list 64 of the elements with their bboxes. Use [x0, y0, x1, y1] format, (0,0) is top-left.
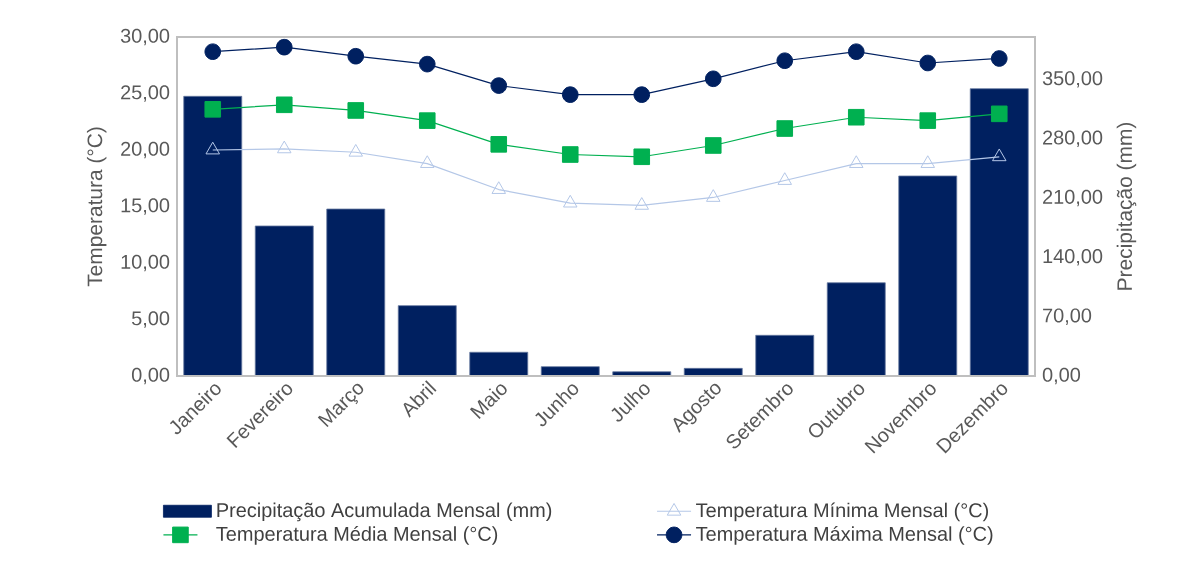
bar [755, 335, 814, 376]
point [204, 101, 222, 118]
point [847, 43, 865, 60]
y-tick-label: 0,00 [131, 367, 170, 385]
legend-label: Temperatura Média Mensal (°C) [216, 526, 498, 545]
y2-axis-title: Precipitação (mm) [1116, 122, 1137, 290]
y2-tick-label: 350,00 [1042, 71, 1103, 88]
legend-label: Temperatura Mínima Mensal (°C) [696, 502, 989, 522]
legend-label: Temperatura Máxima Mensal (°C) [696, 526, 993, 545]
bar [255, 225, 314, 376]
bar [398, 305, 457, 376]
y2-tick-label: 140,00 [1043, 249, 1103, 266]
point [418, 112, 436, 129]
point [561, 86, 579, 103]
point [633, 148, 651, 166]
point [418, 55, 436, 73]
point [920, 155, 936, 168]
point [563, 194, 578, 208]
point [491, 181, 507, 194]
y2-tick-label: 0,00 [1042, 367, 1081, 385]
y2-tick-label: 210,00 [1043, 189, 1103, 207]
point [276, 140, 292, 154]
point [990, 50, 1008, 67]
legend-label: Precipitação Acumulada Mensal (mm) [217, 502, 552, 522]
point [704, 137, 722, 154]
point [776, 120, 794, 137]
bar [969, 88, 1029, 376]
y-tick-label: 10,00 [121, 254, 170, 272]
point [634, 197, 650, 210]
point [204, 43, 222, 60]
point [275, 96, 293, 114]
point [633, 86, 651, 103]
point [706, 189, 721, 202]
point [347, 47, 365, 65]
point [990, 105, 1008, 123]
point [992, 148, 1007, 162]
point [847, 108, 865, 126]
y-tick-label: 20,00 [121, 141, 170, 159]
bar [898, 175, 957, 376]
point [561, 146, 579, 163]
point [348, 143, 364, 157]
point [490, 77, 508, 94]
point [347, 102, 365, 119]
y2-tick-label: 70,00 [1043, 308, 1092, 325]
point [777, 172, 793, 185]
point [919, 112, 937, 129]
point [205, 141, 221, 155]
point [275, 38, 293, 56]
bar [827, 282, 886, 376]
point [776, 52, 794, 70]
bar [469, 352, 528, 376]
y-tick-label: 25,00 [121, 85, 170, 102]
y-tick-label: 5,00 [131, 311, 170, 328]
y-tick-label: 30,00 [120, 28, 170, 46]
point [919, 54, 937, 72]
bar [326, 209, 385, 376]
point [490, 136, 508, 153]
y-axis-title: Temperatura (°C) [86, 127, 107, 287]
point [704, 70, 722, 88]
bar [183, 96, 242, 376]
y-tick-label: 15,00 [121, 198, 170, 215]
point [849, 155, 864, 168]
point [420, 155, 435, 168]
y2-tick-label: 280,00 [1043, 130, 1103, 147]
